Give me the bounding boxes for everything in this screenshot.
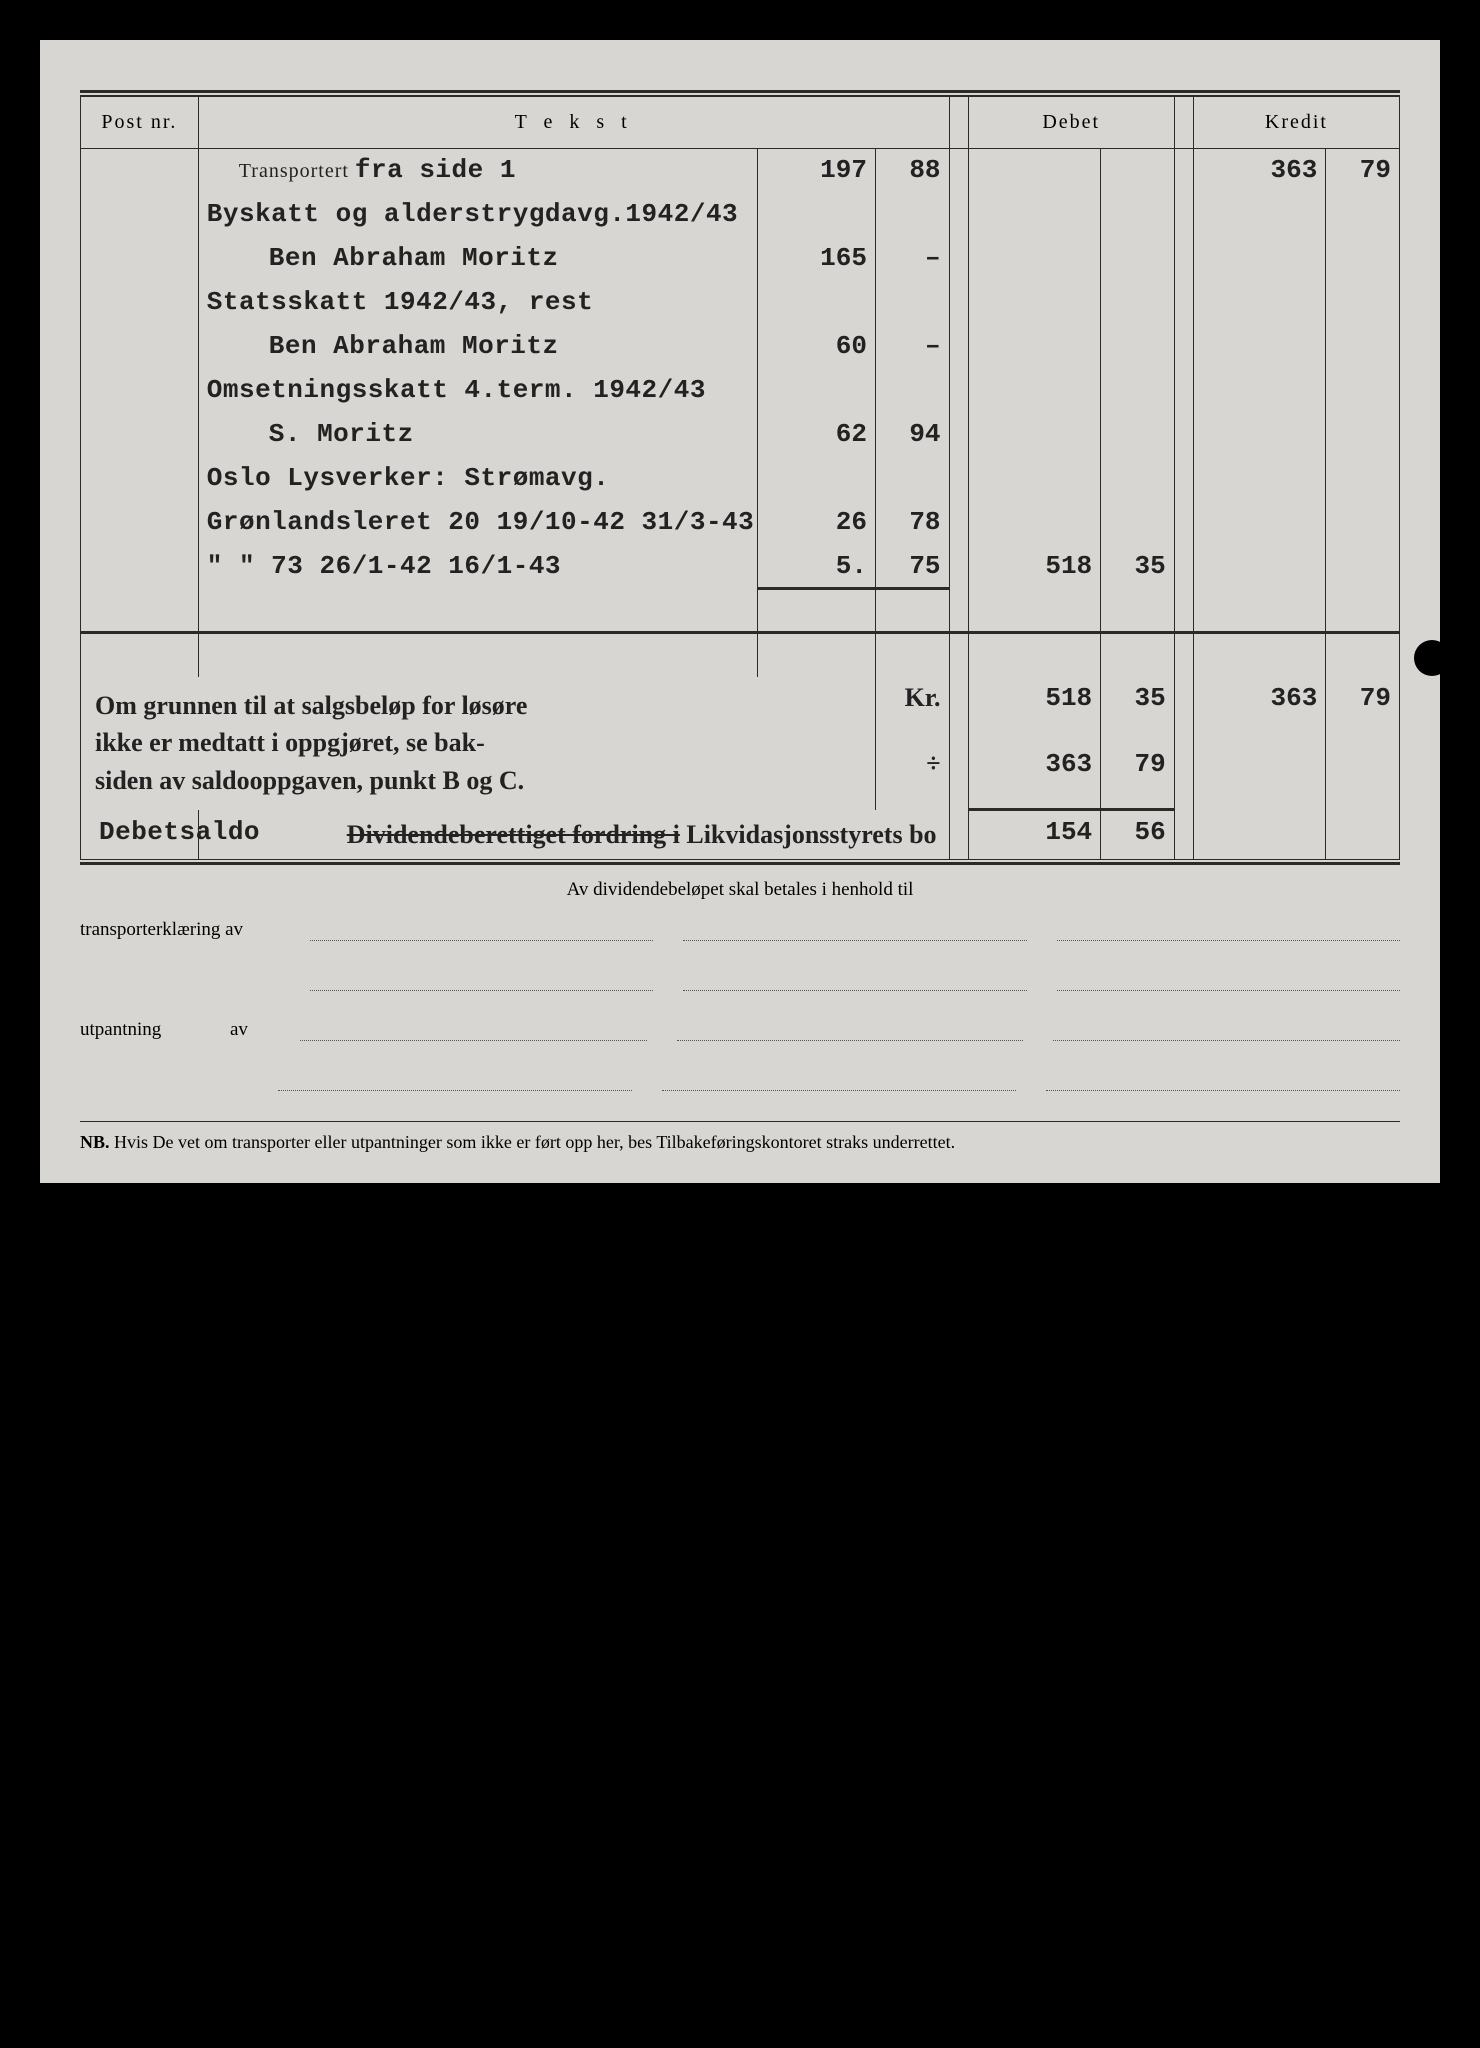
sig-line — [278, 1069, 632, 1091]
sig-line — [1053, 1019, 1400, 1041]
tekst-cell: S. Moritz — [198, 413, 757, 457]
header-row: Post nr. T e k s t Debet Kredit — [81, 97, 1400, 149]
sig-line — [683, 969, 1026, 991]
nb-text: Hvis De vet om transporter eller utpantn… — [114, 1132, 955, 1152]
sig-line — [662, 1069, 1016, 1091]
tekst-cell: Transportert fra side 1 — [198, 149, 757, 193]
sig-line — [1057, 919, 1400, 941]
sig-line — [1057, 969, 1400, 991]
transport-label: transporterklæring av — [80, 919, 280, 941]
tekst-cell: Oslo Lysverker: Strømavg. — [198, 457, 757, 501]
punch-hole — [1414, 640, 1450, 676]
table-row: Ben Abraham Moritz60– — [81, 325, 1400, 369]
table-row: Byskatt og alderstrygdavg.1942/43 — [81, 193, 1400, 237]
utpantning-row-2 — [80, 1069, 1400, 1091]
ledger-page: Post nr. T e k s t Debet Kredit Transpor… — [40, 40, 1440, 1183]
below-section: Av dividendebeløpet skal betales i henho… — [80, 879, 1400, 1153]
tekst-cell: Grønlandsleret 20 19/10-42 31/3-43 — [198, 501, 757, 545]
table-row: Omsetningsskatt 4.term. 1942/43 — [81, 369, 1400, 413]
transport-row: transporterklæring av — [80, 919, 1400, 941]
ledger-table: Post nr. T e k s t Debet Kredit Transpor… — [80, 96, 1400, 859]
tekst-cell: Statsskatt 1942/43, rest — [198, 281, 757, 325]
col-postnr: Post nr. — [81, 97, 199, 149]
col-tekst: T e k s t — [198, 97, 949, 149]
tekst-cell: Ben Abraham Moritz — [198, 325, 757, 369]
sig-line — [1046, 1069, 1400, 1091]
table-row: " " 73 26/1-42 16/1-435.7551835 — [81, 545, 1400, 589]
col-debet: Debet — [968, 97, 1174, 149]
table-row: Statsskatt 1942/43, rest — [81, 281, 1400, 325]
table-row: Transportert fra side 11978836379 — [81, 149, 1400, 193]
col-gap — [1174, 97, 1193, 149]
sig-line — [683, 919, 1026, 941]
av-label: av — [230, 1019, 270, 1041]
table-row: Oslo Lysverker: Strømavg. — [81, 457, 1400, 501]
tekst-cell: Ben Abraham Moritz — [198, 237, 757, 281]
kr-label: Kr. — [875, 677, 949, 744]
table-row: S. Moritz6294 — [81, 413, 1400, 457]
table-row: Grønlandsleret 20 19/10-42 31/3-432678 — [81, 501, 1400, 545]
tekst-cell: Omsetningsskatt 4.term. 1942/43 — [198, 369, 757, 413]
transport-row-2 — [80, 969, 1400, 991]
table-row: Ben Abraham Moritz165– — [81, 237, 1400, 281]
sig-line — [677, 1019, 1024, 1041]
bottom-rule — [80, 859, 1400, 865]
separator — [81, 633, 1400, 677]
sig-line — [310, 919, 653, 941]
punch-hole — [1414, 1200, 1450, 1236]
saldo-label: Debetsaldo — [81, 810, 199, 860]
sum-row: Om grunnen til at salgsbeløp for løsørei… — [81, 677, 1400, 744]
dividend-note: Av dividendebeløpet skal betales i henho… — [80, 879, 1400, 901]
utpantning-row: utpantning av — [80, 1019, 1400, 1041]
tekst-cell: " " 73 26/1-42 16/1-43 — [198, 545, 757, 589]
sig-line — [300, 1019, 647, 1041]
minus-label: ÷ — [875, 743, 949, 810]
tekst-cell: Byskatt og alderstrygdavg.1942/43 — [198, 193, 757, 237]
saldo-row: DebetsaldoDividendeberettiget fordring i… — [81, 810, 1400, 860]
utpantning-label: utpantning — [80, 1019, 200, 1041]
col-gap — [949, 97, 968, 149]
spacer-row — [81, 589, 1400, 633]
nb-note: NB. Hvis De vet om transporter eller utp… — [80, 1121, 1400, 1153]
col-kredit: Kredit — [1193, 97, 1399, 149]
sig-line — [310, 969, 653, 991]
footer-note: Om grunnen til at salgsbeløp for løsørei… — [81, 677, 876, 810]
saldo-text: Dividendeberettiget fordring i Likvidasj… — [198, 810, 949, 860]
